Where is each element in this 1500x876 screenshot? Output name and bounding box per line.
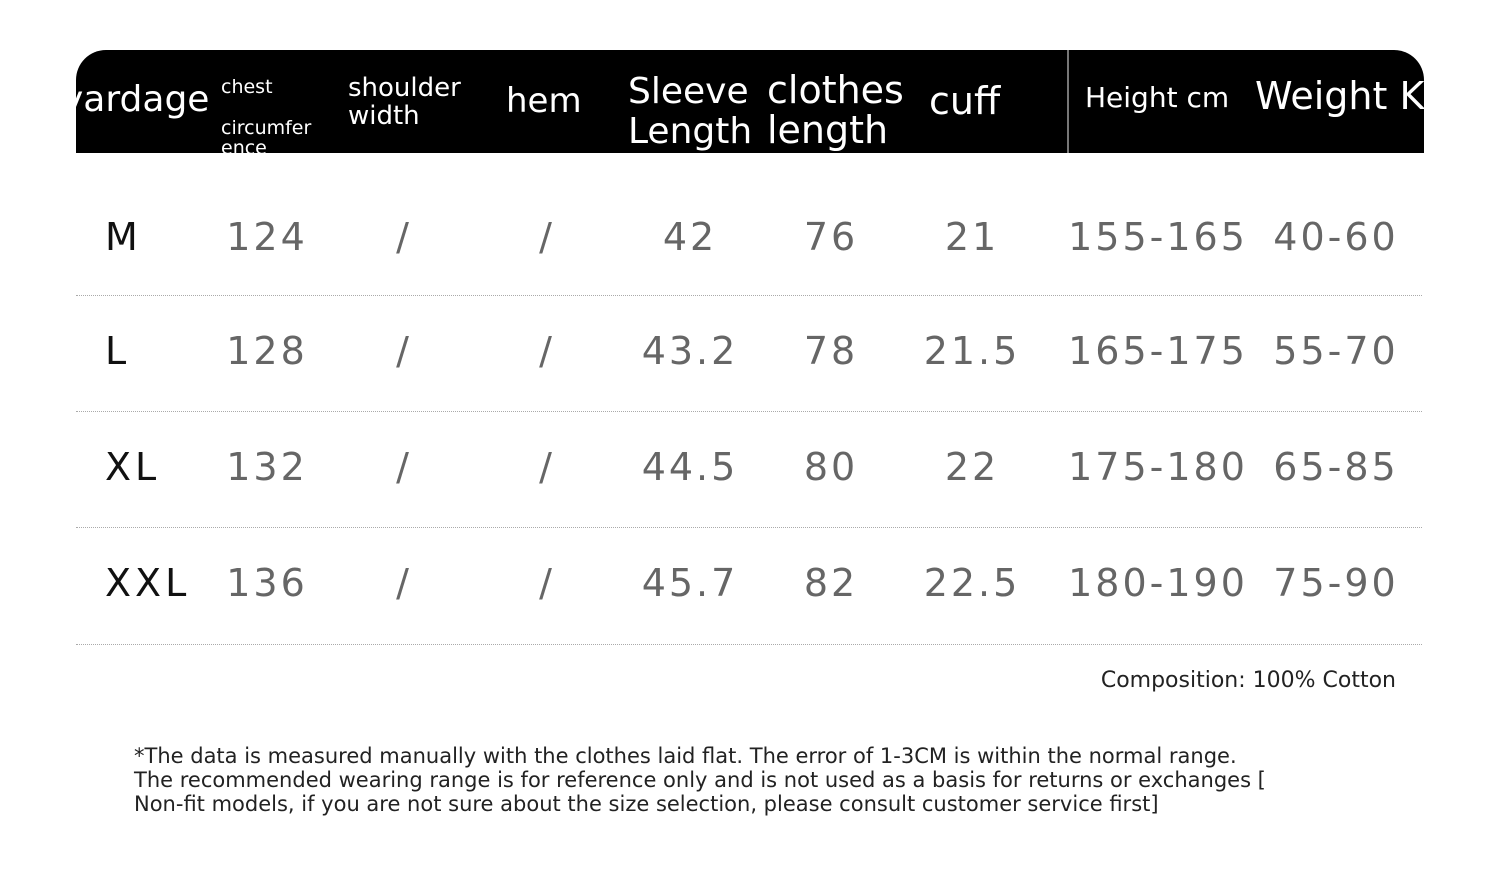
header-cell: hem	[506, 81, 582, 121]
table-header: yardage chest circumference shoulder wid…	[76, 50, 1424, 153]
header-cell: clothes length	[767, 68, 904, 152]
table-cell: 21	[944, 215, 1000, 259]
note-line: The recommended wearing range is for ref…	[134, 768, 1266, 792]
table-cell: 124	[226, 215, 308, 259]
table-cell: 75-90	[1273, 561, 1399, 605]
table-cell: 45.7	[641, 561, 739, 605]
header-cell: Sleeve Length	[628, 71, 753, 152]
table-cell: 136	[226, 561, 308, 605]
note-line: Non-fit models, if you are not sure abou…	[134, 792, 1159, 816]
table-cell: /	[539, 445, 555, 489]
row-separator	[76, 295, 1422, 296]
header-cell: yardage	[76, 79, 210, 120]
row-separator	[76, 644, 1422, 645]
header-cell: chest	[221, 76, 273, 98]
table-cell: 78	[803, 329, 859, 373]
composition: Composition: 100% Cotton	[1100, 668, 1396, 693]
header-divider	[1067, 50, 1069, 153]
header-cell: cuff	[929, 79, 1001, 123]
note-line: *The data is measured manually with the …	[134, 744, 1237, 768]
table-cell: 82	[803, 561, 859, 605]
table-cell: 180-190	[1068, 561, 1248, 605]
table-cell: 165-175	[1068, 329, 1248, 373]
table-cell: 65-85	[1273, 445, 1399, 489]
table-cell: 76	[803, 215, 859, 259]
table-cell: 42	[662, 215, 718, 259]
table-cell: 44.5	[641, 445, 739, 489]
header-cell: shoulder width	[348, 73, 461, 131]
table-cell: 22.5	[923, 561, 1021, 605]
table-cell: 132	[226, 445, 308, 489]
table-cell: 43.2	[641, 329, 739, 373]
table-cell: /	[396, 445, 412, 489]
table-cell: 80	[803, 445, 859, 489]
size-label: M	[105, 215, 142, 259]
header-cell: Height cm	[1085, 81, 1230, 114]
table-cell: 21.5	[923, 329, 1021, 373]
table-cell: /	[539, 329, 555, 373]
table-cell: /	[539, 215, 555, 259]
header-cell: circumference	[221, 117, 312, 153]
table-cell: 22	[944, 445, 1000, 489]
table-cell: /	[396, 561, 412, 605]
table-cell: 128	[226, 329, 308, 373]
size-label: L	[105, 329, 131, 373]
table-cell: 175-180	[1068, 445, 1248, 489]
table-cell: 155-165	[1068, 215, 1248, 259]
table-cell: 55-70	[1273, 329, 1399, 373]
table-cell: /	[539, 561, 555, 605]
row-separator	[76, 411, 1422, 412]
row-separator	[76, 527, 1422, 528]
table-cell: /	[396, 215, 412, 259]
footnote: *The data is measured manually with the …	[134, 744, 1266, 816]
table-cell: /	[396, 329, 412, 373]
header-cell: Weight KG	[1255, 74, 1424, 118]
size-label: XL	[105, 445, 161, 489]
size-label: XXL	[105, 561, 191, 605]
table-cell: 40-60	[1273, 215, 1399, 259]
